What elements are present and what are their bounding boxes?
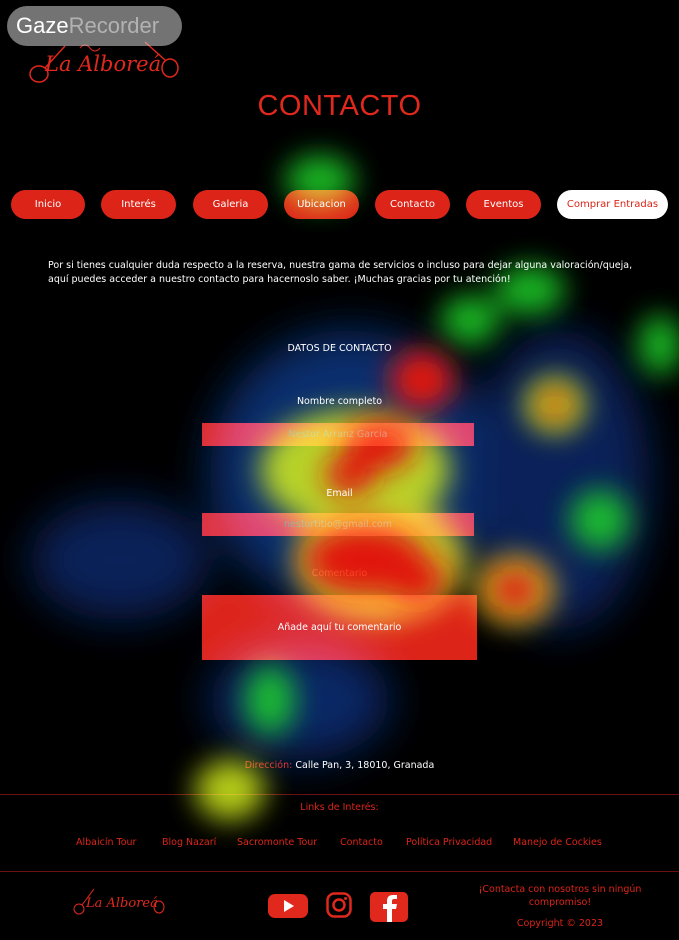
- divider-top: [0, 794, 679, 795]
- nav-inicio[interactable]: Inicio: [11, 190, 85, 219]
- email-field[interactable]: [202, 513, 474, 536]
- instagram-icon[interactable]: [326, 892, 352, 918]
- site-logo[interactable]: La Alboreá: [25, 38, 180, 86]
- gazerecorder-watermark: GazeRecorder: [7, 6, 182, 46]
- link-politica-privacidad[interactable]: Política Privacidad: [406, 837, 493, 848]
- comment-label: Comentario: [311, 568, 368, 579]
- watermark-part1: Gaze: [16, 13, 69, 38]
- nav-comprar-entradas[interactable]: Comprar Entradas: [557, 190, 668, 219]
- link-sacromonte-tour[interactable]: Sacromonte Tour: [237, 837, 318, 848]
- footer-logo[interactable]: La Alboreá: [72, 885, 167, 919]
- page-title: CONTACTO: [257, 90, 422, 122]
- nav-galeria[interactable]: Galeria: [193, 190, 268, 219]
- link-contacto[interactable]: Contacto: [340, 837, 383, 848]
- link-manejo-cockies[interactable]: Manejo de Cockies: [513, 837, 602, 848]
- facebook-icon[interactable]: [370, 892, 408, 922]
- footer-logo-text: La Alboreá: [86, 896, 158, 911]
- copyright: Copyright © 2023: [516, 918, 604, 929]
- address: Dirección: Calle Pan, 3, 18010, Granada: [0, 760, 679, 771]
- nav-eventos[interactable]: Eventos: [466, 190, 541, 219]
- nav-interes[interactable]: Interés: [101, 190, 176, 219]
- logo-text: La Alboreá: [45, 52, 162, 76]
- address-label: Dirección:: [244, 760, 293, 771]
- form-section-title: DATOS DE CONTACTO: [287, 343, 392, 354]
- comment-field[interactable]: Añade aquí tu comentario: [202, 595, 477, 660]
- name-label: Nombre completo: [296, 396, 383, 407]
- email-label: Email: [326, 488, 353, 499]
- address-value: Calle Pan, 3, 18010, Granada: [295, 760, 435, 771]
- divider-bottom: [0, 871, 679, 872]
- link-blog-nazari[interactable]: Blog Nazarí: [162, 837, 217, 848]
- links-title: Links de Interés:: [300, 802, 379, 813]
- youtube-icon[interactable]: [268, 892, 308, 920]
- watermark-part2: Recorder: [68, 13, 160, 38]
- link-albaicin-tour[interactable]: Albaicín Tour: [76, 837, 137, 848]
- name-field[interactable]: [202, 423, 474, 446]
- footer-guitar-icon: [73, 888, 165, 915]
- footer-contact-text: ¡Contacta con nosotros sin ningún compro…: [478, 884, 642, 908]
- intro-text: Por si tienes cualquier duda respecto a …: [48, 260, 633, 285]
- nav-contacto[interactable]: Contacto: [375, 190, 450, 219]
- nav-ubicacion[interactable]: Ubicacion: [284, 190, 359, 219]
